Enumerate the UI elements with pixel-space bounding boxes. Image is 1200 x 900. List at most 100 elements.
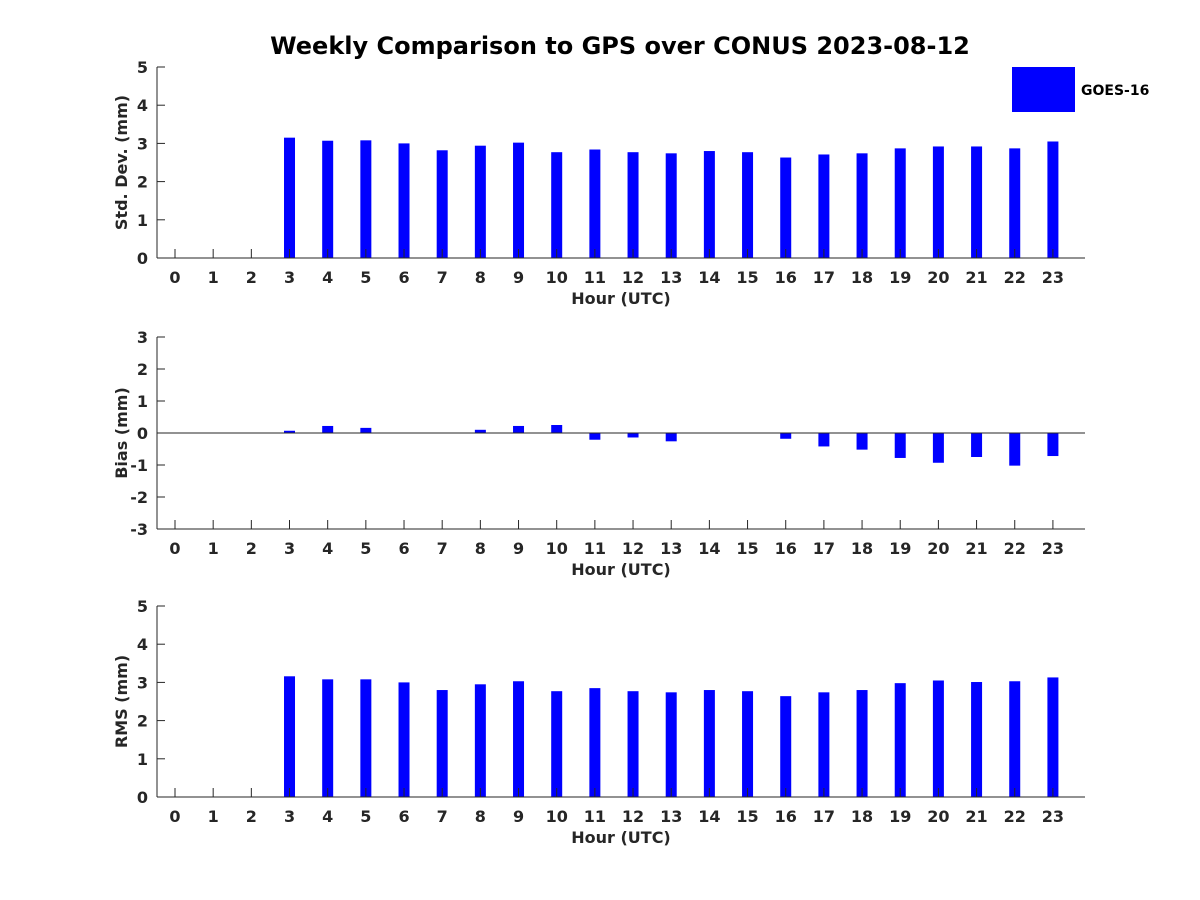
- std-dev-bar-14: [703, 151, 715, 258]
- bias-y-tick-label: 3: [137, 328, 148, 347]
- std-dev-x-tick-label: 1: [208, 268, 219, 287]
- rms-y-axis-label: RMS (mm): [112, 655, 131, 748]
- rms-x-tick-label: 12: [622, 807, 644, 826]
- bias-x-tick-label: 1: [208, 539, 219, 558]
- bias-x-tick-label: 13: [660, 539, 682, 558]
- std-dev-bar-9: [513, 142, 525, 258]
- legend: GOES-16: [1012, 67, 1149, 112]
- bias-y-tick-label: 0: [137, 424, 148, 443]
- bias-x-tick-label: 20: [927, 539, 949, 558]
- std-dev-x-tick-label: 10: [546, 268, 568, 287]
- rms-bar-10: [551, 691, 563, 797]
- bias-x-tick-label: 7: [437, 539, 448, 558]
- std-dev-x-tick-label: 21: [965, 268, 987, 287]
- rms-bar-22: [1009, 681, 1021, 797]
- rms-x-tick-label: 3: [284, 807, 295, 826]
- std-dev-x-tick-label: 22: [1004, 268, 1026, 287]
- rms-bar-21: [971, 682, 983, 797]
- bias-x-tick-label: 3: [284, 539, 295, 558]
- std-dev-x-tick-label: 13: [660, 268, 682, 287]
- std-dev-bar-22: [1009, 148, 1021, 258]
- bias-bar-3: [284, 430, 296, 433]
- rms-x-tick-label: 15: [736, 807, 758, 826]
- bias-x-tick-label: 23: [1042, 539, 1064, 558]
- bias-bar-8: [474, 429, 486, 433]
- bias-bar-20: [932, 433, 944, 463]
- std-dev-bar-3: [284, 137, 296, 258]
- rms-bar-12: [627, 691, 639, 797]
- bias-y-tick-label: -1: [130, 456, 148, 475]
- rms-x-axis-label: Hour (UTC): [571, 828, 671, 847]
- rms-x-tick-label: 16: [775, 807, 797, 826]
- std-dev-x-tick-label: 5: [360, 268, 371, 287]
- rms-x-tick-label: 14: [698, 807, 720, 826]
- rms-y-tick-label: 5: [137, 597, 148, 616]
- rms-x-tick-label: 0: [169, 807, 180, 826]
- rms-y-tick-label: 1: [137, 750, 148, 769]
- rms-x-tick-label: 9: [513, 807, 524, 826]
- bias-bar-13: [665, 433, 677, 442]
- legend-swatch-goes-16: [1012, 67, 1075, 112]
- bias-x-tick-label: 10: [546, 539, 568, 558]
- std-dev-y-tick-label: 2: [137, 173, 148, 192]
- chart-title: Weekly Comparison to GPS over CONUS 2023…: [270, 32, 970, 60]
- bias-y-tick-label: -2: [130, 488, 148, 507]
- rms-y-tick-label: 0: [137, 788, 148, 807]
- bias-x-tick-label: 11: [584, 539, 606, 558]
- std-dev-x-tick-label: 23: [1042, 268, 1064, 287]
- rms-x-tick-label: 8: [475, 807, 486, 826]
- bias-bar-18: [856, 433, 868, 450]
- bias-x-axis-label: Hour (UTC): [571, 560, 671, 579]
- std-dev-bar-23: [1047, 141, 1059, 258]
- rms-x-tick-label: 13: [660, 807, 682, 826]
- rms-y-tick-label: 2: [137, 712, 148, 731]
- bias-bar-21: [971, 433, 983, 457]
- bias-bar-16: [780, 433, 792, 439]
- bias-bar-5: [360, 427, 372, 433]
- std-dev-bar-7: [436, 150, 448, 258]
- rms-bar-16: [780, 696, 792, 797]
- rms-x-tick-label: 7: [437, 807, 448, 826]
- bias-x-tick-label: 22: [1004, 539, 1026, 558]
- rms-bar-18: [856, 690, 868, 797]
- std-dev-x-tick-label: 8: [475, 268, 486, 287]
- std-dev-bar-21: [971, 146, 983, 258]
- std-dev-x-tick-label: 16: [775, 268, 797, 287]
- rms-x-tick-label: 23: [1042, 807, 1064, 826]
- std-dev-y-tick-label: 4: [137, 96, 148, 115]
- bias-x-tick-label: 19: [889, 539, 911, 558]
- rms-y-tick-label: 3: [137, 673, 148, 692]
- std-dev-bar-12: [627, 152, 639, 258]
- rms-bar-19: [894, 683, 906, 797]
- bias-x-tick-label: 0: [169, 539, 180, 558]
- std-dev-x-tick-label: 9: [513, 268, 524, 287]
- rms-bar-23: [1047, 677, 1059, 797]
- rms-x-tick-label: 1: [208, 807, 219, 826]
- std-dev-y-tick-label: 0: [137, 249, 148, 268]
- rms-bar-20: [932, 680, 944, 797]
- bias-bar-10: [551, 425, 563, 433]
- bias-bar-11: [589, 433, 601, 440]
- std-dev-bar-13: [665, 153, 677, 258]
- std-dev-x-tick-label: 18: [851, 268, 873, 287]
- bias-bar-22: [1009, 433, 1021, 466]
- bias-bar-12: [627, 433, 639, 438]
- bias-bar-4: [322, 425, 334, 433]
- bias-x-tick-label: 2: [246, 539, 257, 558]
- std-dev-bar-20: [932, 146, 944, 258]
- std-dev-x-tick-label: 2: [246, 268, 257, 287]
- std-dev-x-tick-label: 14: [698, 268, 720, 287]
- rms-y-tick-label: 4: [137, 635, 148, 654]
- rms-bar-17: [818, 692, 830, 797]
- rms-bar-5: [360, 679, 372, 797]
- std-dev-bar-4: [322, 140, 334, 258]
- rms-bar-6: [398, 682, 410, 797]
- bias-y-axis-label: Bias (mm): [112, 387, 131, 479]
- bias-x-tick-label: 6: [398, 539, 409, 558]
- bias-x-tick-label: 18: [851, 539, 873, 558]
- std-dev-x-tick-label: 6: [398, 268, 409, 287]
